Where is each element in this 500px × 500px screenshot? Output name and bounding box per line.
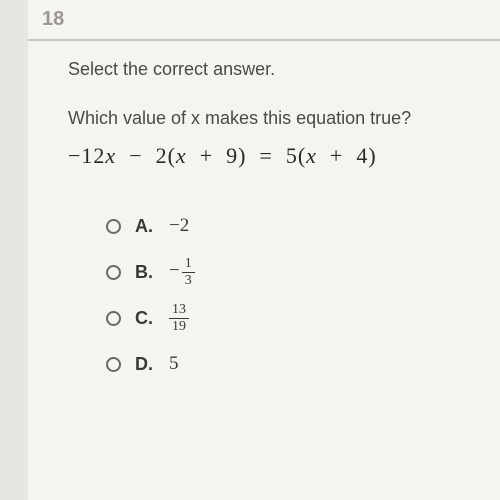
radio-icon[interactable] [106, 219, 121, 234]
option-a[interactable]: A. −2 [106, 211, 460, 241]
options-list: A. −2 B. −13 C. 1319 D. 5 [68, 211, 460, 379]
equation: −12x − 2(x + 9) = 5(x + 4) [68, 143, 460, 169]
option-d[interactable]: D. 5 [106, 349, 460, 379]
option-label: A. [135, 216, 169, 237]
option-value: 5 [169, 353, 179, 375]
option-c[interactable]: C. 1319 [106, 303, 460, 333]
question-content: Select the correct answer. Which value o… [28, 59, 500, 379]
question-text: Which value of x makes this equation tru… [68, 108, 460, 129]
question-page: 18 Select the correct answer. Which valu… [28, 0, 500, 500]
divider [28, 39, 500, 41]
page-wrapper: 18 Select the correct answer. Which valu… [0, 0, 500, 500]
radio-icon[interactable] [106, 265, 121, 280]
option-value: −2 [169, 215, 189, 237]
option-label: D. [135, 354, 169, 375]
option-b[interactable]: B. −13 [106, 257, 460, 287]
radio-icon[interactable] [106, 311, 121, 326]
radio-icon[interactable] [106, 357, 121, 372]
instruction-text: Select the correct answer. [68, 59, 460, 80]
option-label: C. [135, 308, 169, 329]
option-value: 1319 [169, 303, 189, 334]
option-value: −13 [169, 257, 195, 288]
option-label: B. [135, 262, 169, 283]
question-number: 18 [28, 0, 500, 39]
